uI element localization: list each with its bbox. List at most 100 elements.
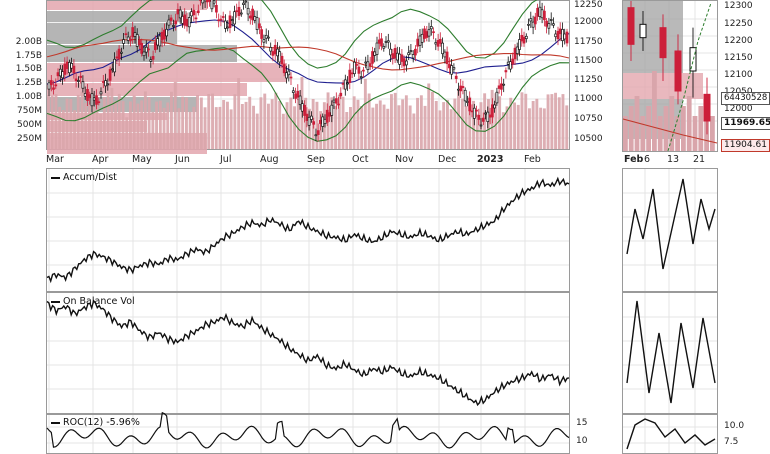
volume-bar (363, 78, 367, 149)
zoom-candle-body (639, 23, 647, 39)
candle-body (68, 62, 71, 74)
candle-body (287, 70, 291, 76)
volume-bar (416, 97, 419, 149)
volume-bar (352, 96, 356, 149)
volume-bar (255, 113, 259, 149)
volume-bar (393, 92, 397, 149)
candle-body (133, 32, 137, 37)
volume-bar (557, 97, 561, 149)
candle-body (70, 63, 73, 69)
candle-body (353, 61, 356, 75)
candle-body (56, 72, 60, 77)
accum-dist-line (46, 176, 570, 284)
volume-bar (460, 98, 464, 149)
candle-body (156, 38, 159, 46)
candle-body (556, 30, 560, 40)
candle-body (513, 47, 517, 60)
candle-body (81, 81, 85, 89)
candle-body (452, 67, 456, 70)
candle-body (463, 89, 467, 102)
candle-body (79, 75, 83, 78)
candle-body (74, 78, 78, 81)
volume-bar (438, 110, 442, 149)
bollinger-lower (46, 47, 570, 142)
candle-body (334, 98, 338, 104)
candle-body (488, 114, 492, 118)
candle-body (151, 56, 155, 60)
volume-bar (419, 95, 423, 149)
volume-bar (371, 107, 375, 149)
candle-body (409, 50, 413, 52)
volume-bar (375, 103, 378, 149)
candle-body (158, 35, 162, 47)
candle-body (362, 69, 365, 72)
zoom-roc-tick-10: 10.0 (724, 421, 745, 431)
zoom-volume-bar (692, 116, 698, 151)
volume-bar (535, 98, 539, 149)
zoom-volume-bar (628, 106, 634, 151)
candle-body (375, 42, 379, 55)
volume-bar (505, 106, 509, 149)
zoom-tick-12250: 12250 (724, 19, 753, 29)
zoom-volume-bar (710, 116, 715, 151)
candle-body (373, 51, 377, 56)
volume-bar (449, 109, 453, 149)
volume-tick-1-25b: 1.25B (15, 78, 42, 88)
candle-body (276, 48, 279, 57)
volume-bar (80, 91, 84, 149)
month-label-aug: Aug (260, 154, 279, 165)
volume-bar (267, 103, 270, 149)
candle-body (169, 17, 173, 21)
volume-bar (397, 105, 401, 149)
candle-body (486, 111, 490, 122)
candle-body (129, 38, 132, 42)
volume-bar (263, 93, 267, 149)
candle-body (255, 17, 259, 30)
accum-dist-plot (46, 169, 570, 291)
price-tick-11000: 11000 (574, 94, 603, 104)
candle-body (484, 112, 487, 115)
volume-tick-250m: 250M (17, 134, 42, 144)
candle-body (561, 29, 564, 41)
zoom-obv-line (626, 300, 716, 404)
candle-body (538, 6, 542, 17)
sma-long-line (46, 38, 570, 71)
zoom-sma-long-line (622, 118, 718, 144)
volume-bar (151, 111, 155, 149)
volume-bar (487, 99, 490, 149)
candle-body (239, 12, 243, 15)
candle-body (529, 18, 533, 22)
volume-bar (423, 105, 427, 149)
candle-body (251, 8, 254, 21)
candle-body (86, 89, 89, 101)
candle-body (83, 93, 87, 97)
candle-body (271, 51, 275, 56)
candle-body (357, 66, 361, 74)
volume-bar (199, 97, 203, 149)
candle-body (457, 88, 460, 91)
candle-body (547, 23, 551, 29)
candle-body (65, 61, 69, 69)
candle-body (400, 54, 404, 62)
volume-bar (229, 109, 233, 149)
volume-bar (289, 97, 293, 149)
zoom-volume-bar (640, 116, 646, 151)
zoom-volume-bar (698, 106, 704, 151)
candle-body (380, 38, 383, 47)
volume-bar (110, 87, 114, 149)
candle-body (527, 23, 530, 26)
volume-bar (129, 101, 132, 149)
candle-body (248, 15, 252, 19)
candle-body (296, 90, 300, 98)
volume-bar (390, 94, 393, 149)
candle-body (398, 53, 401, 65)
candle-body (348, 69, 352, 83)
candle-body (552, 23, 555, 26)
candle-body (359, 76, 363, 78)
candle-body (199, 0, 202, 2)
candle-body (142, 51, 146, 57)
volume-bar (188, 111, 192, 149)
volume-bar (65, 98, 69, 149)
candle-body (88, 94, 92, 99)
candle-body (178, 9, 182, 19)
